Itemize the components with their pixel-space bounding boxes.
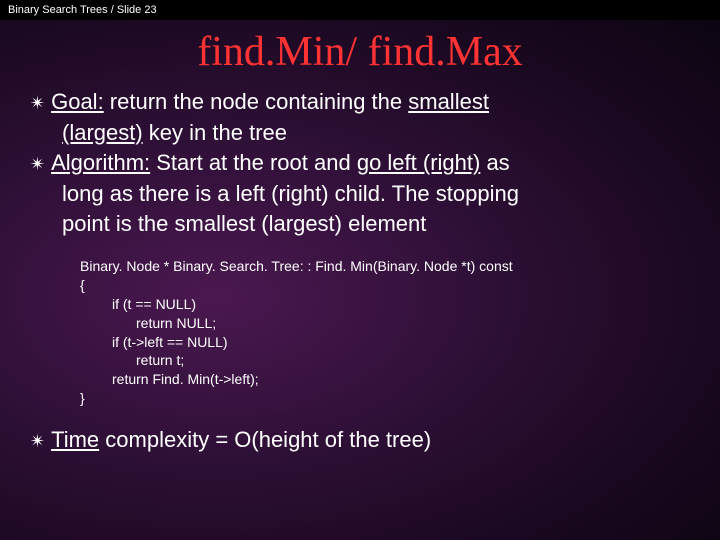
goal-t1: return the node containing the (104, 89, 409, 114)
bullet-text: Goal: return the node containing the sma… (51, 88, 700, 117)
algo-t2: as (480, 150, 509, 175)
code-l5: if (t->left == NULL) (112, 333, 700, 352)
code-l7: return Find. Min(t->left); (112, 370, 700, 389)
goal-cont1: (largest) key in the tree (62, 119, 700, 148)
algo-cont1: long as there is a left (right) child. T… (62, 180, 700, 209)
goal-largest: (largest) (62, 120, 143, 145)
algo-t1: Start at the root and (150, 150, 357, 175)
code-l2: { (80, 276, 700, 295)
algo-label: Algorithm: (51, 150, 150, 175)
slide-content: ✴ Goal: return the node containing the s… (0, 88, 720, 455)
algo-goleft: go left (right) (357, 150, 481, 175)
bullet-text: Time complexity = O(height of the tree) (51, 426, 700, 455)
bullet-icon: ✴ (30, 153, 45, 176)
bullet-icon: ✴ (30, 92, 45, 115)
goal-label: Goal: (51, 89, 104, 114)
goal-smallest: smallest (408, 89, 489, 114)
bullet-time: ✴ Time complexity = O(height of the tree… (30, 426, 700, 455)
code-l3: if (t == NULL) (112, 295, 700, 314)
code-l6: return t; (136, 351, 700, 370)
code-l8: } (80, 389, 700, 408)
code-l4: return NULL; (136, 314, 700, 333)
goal-cont1b: key in the tree (143, 120, 287, 145)
time-text: complexity = O(height of the tree) (99, 427, 431, 452)
header-text: Binary Search Trees / Slide 23 (8, 4, 157, 16)
slide-header: Binary Search Trees / Slide 23 (0, 0, 720, 20)
algo-cont2: point is the smallest (largest) element (62, 210, 700, 239)
bullet-goal: ✴ Goal: return the node containing the s… (30, 88, 700, 117)
time-label: Time (51, 427, 99, 452)
bullet-algo: ✴ Algorithm: Start at the root and go le… (30, 149, 700, 178)
slide-title: find.Min/ find.Max (0, 28, 720, 76)
code-block: Binary. Node * Binary. Search. Tree: : F… (80, 257, 700, 408)
code-l1: Binary. Node * Binary. Search. Tree: : F… (80, 257, 700, 276)
bullet-icon: ✴ (30, 430, 45, 453)
bullet-text: Algorithm: Start at the root and go left… (51, 149, 700, 178)
